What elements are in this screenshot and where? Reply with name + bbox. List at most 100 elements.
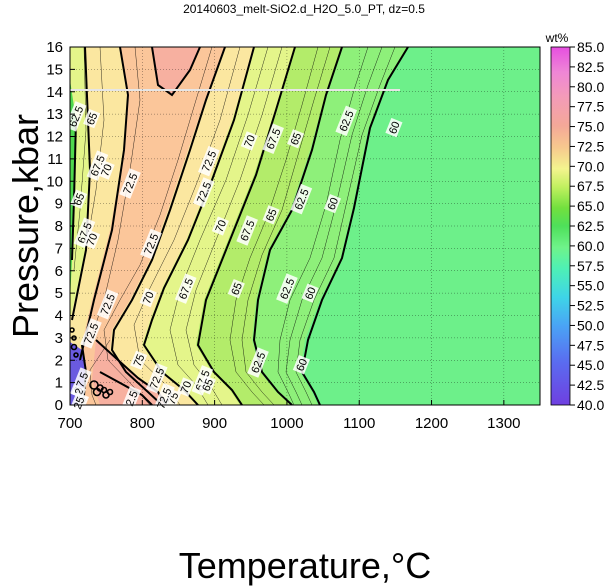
x-axis-ticks: 700 800 900 1000 1100 1200 1300 (57, 400, 521, 432)
contour-label-text: 65 (85, 111, 101, 127)
contour-label-bg (86, 150, 109, 181)
contour-label: 65 (262, 205, 280, 225)
contour-label-bg (73, 217, 96, 248)
x-tick-label: 1300 (487, 415, 520, 432)
y-tick-label: 8 (55, 218, 63, 235)
y-tick-label: 4 (55, 308, 63, 325)
y-axis-label: Pressure,kbar (5, 114, 46, 338)
contour-label-bg (192, 177, 215, 208)
x-tick-label: 1200 (415, 415, 448, 432)
y-tick-label: 6 (55, 263, 63, 280)
contour-label-bg (80, 318, 102, 349)
colorbar-tick-label: 67.5 (577, 178, 604, 194)
contour-label-text: 2.5 (124, 389, 141, 408)
contour-label-bg (227, 278, 245, 299)
contour-label-bg (385, 117, 403, 138)
contour-label-text: 70 (141, 290, 157, 306)
contour-label: 60 (301, 283, 319, 303)
colorbar-tick-label: 50.0 (577, 317, 604, 333)
y-tick-label: 5 (55, 285, 63, 302)
contour-label: 70 (240, 131, 258, 151)
contour-label: 70 (83, 229, 101, 250)
colorbar-tick-label: 60.0 (577, 238, 604, 254)
y-tick-label: 15 (46, 61, 63, 78)
colorbar-tick-label: 52.5 (577, 298, 604, 314)
contour-label: 70 (139, 287, 157, 308)
colorbar-tick-label: 55.0 (577, 278, 604, 294)
contour-label: 60 (323, 193, 342, 214)
y-tick-label: 7 (55, 240, 63, 257)
contour-label-bg (301, 283, 319, 303)
contour-62-5 (252, 47, 343, 405)
contour-label-text: 60 (326, 196, 342, 212)
contour-label: 60 (385, 117, 403, 138)
contour-label-bg (177, 377, 195, 397)
contour-label-bg (119, 168, 141, 199)
contour-label-bg (211, 216, 229, 236)
contour-label-bg (83, 108, 101, 129)
contour-label: 70 (97, 160, 115, 180)
contour-label-text: 70 (213, 218, 229, 234)
contour-label: 65 (83, 108, 101, 129)
colorbar-tick-label: 75.0 (577, 119, 604, 135)
contour-label-text: 60 (303, 286, 319, 302)
contour-70-left (71, 47, 92, 321)
y-tick-label: 14 (46, 84, 63, 101)
contour-label-bg (290, 183, 313, 215)
contour-label-bg (174, 273, 197, 304)
contour-75-top (151, 47, 201, 97)
contour-72-5-left (79, 47, 130, 361)
contour-label-text: 65 (200, 377, 216, 393)
contour-label-bg (70, 393, 88, 413)
colorbar-ticks: 40.0 42.5 45.0 47.5 50.0 52.5 55.0 57.5 60.0 62.5… (570, 39, 604, 413)
y-tick-label: 12 (46, 129, 63, 146)
contour-label: 60 (292, 355, 310, 375)
colorbar-label: wt% (545, 31, 569, 45)
contour-label-bg (335, 105, 358, 137)
contour-label-text: 60 (387, 120, 403, 136)
colorbar-tick-label: 57.5 (577, 258, 604, 274)
contour-label-bg (247, 347, 269, 378)
y-tick-label: 1 (55, 375, 63, 392)
contour-label: 65 (287, 129, 305, 149)
y-tick-label: 10 (46, 173, 63, 190)
contour-60 (300, 47, 409, 405)
contour-label-bg (262, 123, 284, 154)
y-tick-label: 0 (55, 397, 63, 414)
contour-label-text: 25 (72, 395, 88, 411)
colorbar-tick-label: 82.5 (577, 59, 604, 75)
contour-label-text: 65 (72, 192, 88, 208)
contour-70 (110, 47, 226, 405)
contour-label-bg (287, 129, 305, 149)
contour-label-text: 70 (85, 232, 101, 248)
contour-label-bg (292, 355, 310, 375)
contour-label-bg (130, 350, 148, 370)
contour-label-text: 65 (229, 281, 245, 297)
contour-label: 65 (227, 278, 245, 299)
contour-67-5 (142, 47, 255, 405)
contour-label-text: 70 (99, 163, 115, 179)
colorbar-tick-label: 40.0 (577, 397, 604, 413)
contour-label-bg (153, 383, 175, 414)
contour-label-bg (83, 229, 101, 250)
colorbar-tick-label: 77.5 (577, 99, 604, 115)
contour-label: 70 (177, 377, 195, 397)
x-tick-label: 700 (57, 415, 82, 432)
thick-contours (71, 47, 409, 405)
contour-label: 65 (198, 375, 216, 395)
contour-label-text: 2 (73, 387, 86, 397)
contour-label-text: 70 (242, 133, 258, 149)
contour-label-text: 65 (289, 131, 305, 147)
y-tick-label: 16 (46, 39, 63, 56)
x-tick-label: 800 (130, 415, 155, 432)
contour-65 (196, 47, 296, 405)
contour-label-bg (145, 362, 168, 394)
colorbar-tick-label: 70.0 (577, 158, 604, 174)
contour-label-text: 60 (294, 357, 310, 373)
contour-label: 75 (130, 350, 148, 370)
colorbar-tick-label: 80.0 (577, 79, 604, 95)
contour-label-bg (323, 193, 342, 214)
